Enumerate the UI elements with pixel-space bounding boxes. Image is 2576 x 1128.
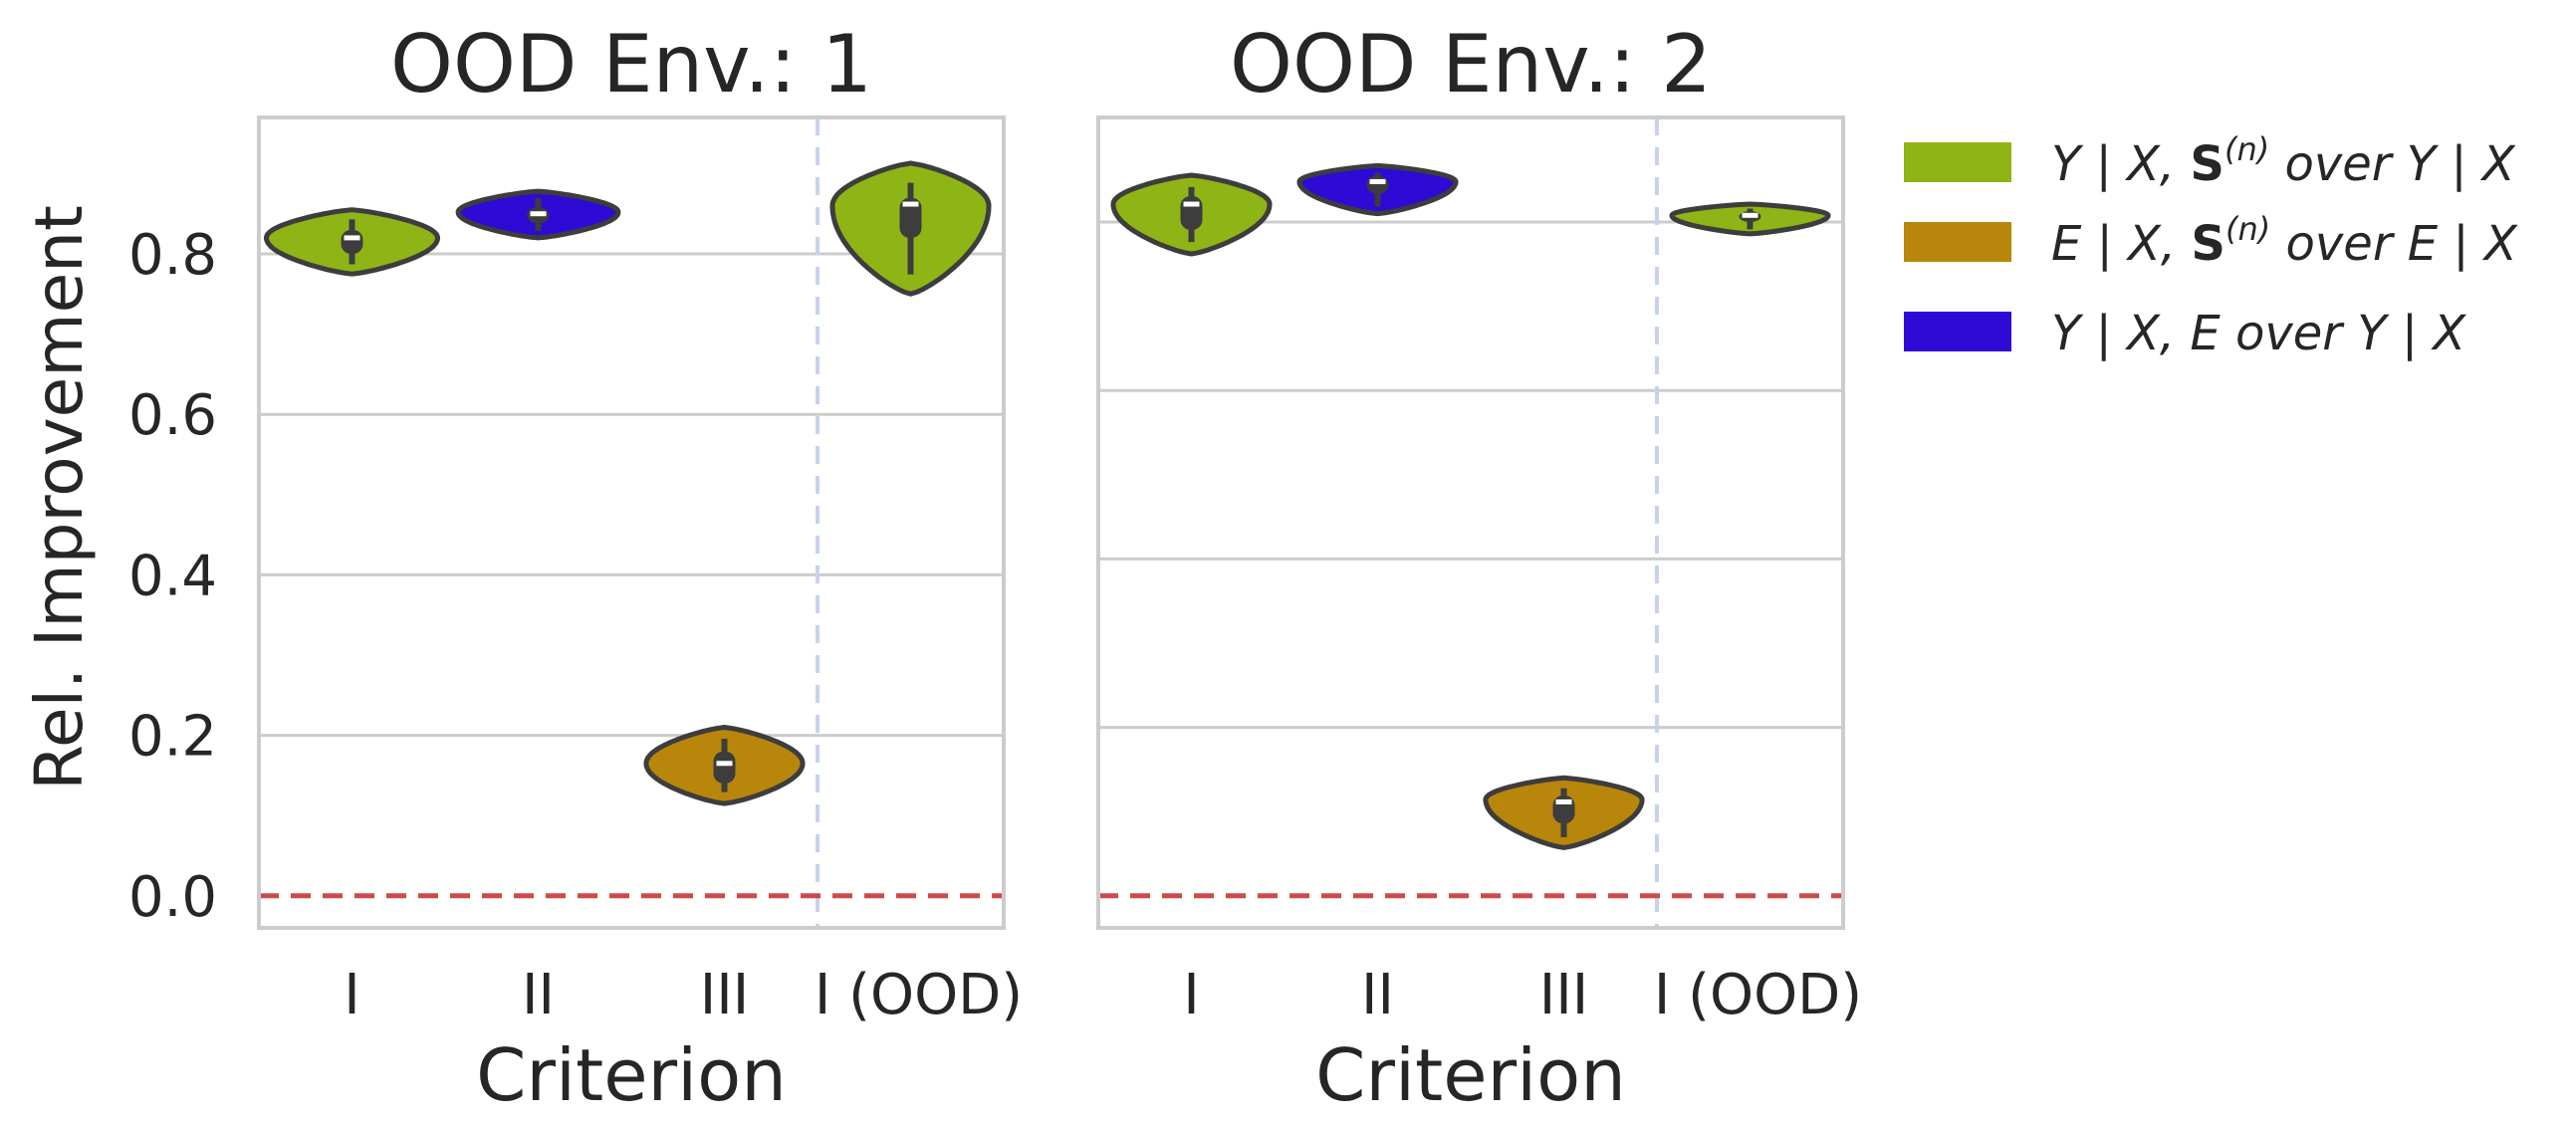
- legend-label: E | X, S(n) over E | X: [2051, 210, 2518, 272]
- legend-item-y_xs: Y | X, S(n) over Y | X: [1904, 130, 2516, 192]
- x-tick-label: III: [700, 963, 750, 1027]
- panel-1: OOD Env.: 1I II III I (OOD)Criterion: [257, 18, 1023, 1117]
- violin-iqr-box: [1366, 175, 1389, 194]
- legend-label: Y | X, S(n) over Y | X: [2051, 130, 2516, 192]
- x-tick-label: I (OOD): [815, 963, 1023, 1027]
- violin-iqr-box: [899, 197, 922, 238]
- violin-iqr-box: [713, 751, 736, 784]
- legend-label: Y | X, E over Y | X: [2051, 306, 2466, 361]
- legend-swatch: [1904, 222, 2011, 262]
- y-axis-label: Rel. Improvement: [21, 205, 98, 790]
- y-tick-label: 0.8: [128, 223, 217, 288]
- x-tick-label: I (OOD): [1654, 963, 1862, 1027]
- x-tick-label: II: [1361, 963, 1394, 1027]
- panel-2: OOD Env.: 2I II III I (OOD)Criterion: [1096, 18, 1862, 1117]
- y-tick-label: 0.6: [128, 383, 217, 448]
- x-tick-label: II: [522, 963, 555, 1027]
- legend-swatch: [1904, 312, 2011, 351]
- legend: Y | X, S(n) over Y | X E | X, S(n) over E…: [1904, 130, 2518, 361]
- x-axis-label: Criterion: [1315, 1033, 1626, 1117]
- violin-iqr-box: [1180, 195, 1203, 230]
- x-tick-label: I: [344, 963, 360, 1027]
- legend-item-e_xs: E | X, S(n) over E | X: [1904, 210, 2518, 272]
- legend-swatch: [1904, 142, 2011, 182]
- x-axis-label: Criterion: [476, 1033, 787, 1117]
- legend-item-y_xe: Y | X, E over Y | X: [1904, 306, 2466, 361]
- panel-frame: [1096, 115, 1845, 930]
- y-tick-label: 0.4: [128, 544, 217, 608]
- y-tick-label: 0.2: [128, 705, 217, 770]
- y-tick-label: 0.0: [128, 865, 217, 930]
- panel-title: OOD Env.: 1: [390, 18, 872, 111]
- x-tick-label: I: [1183, 963, 1200, 1027]
- x-tick-label: III: [1539, 963, 1589, 1027]
- panel-frame: [257, 115, 1006, 930]
- panel-title: OOD Env.: 2: [1230, 18, 1712, 111]
- violin-iqr-box: [341, 229, 363, 255]
